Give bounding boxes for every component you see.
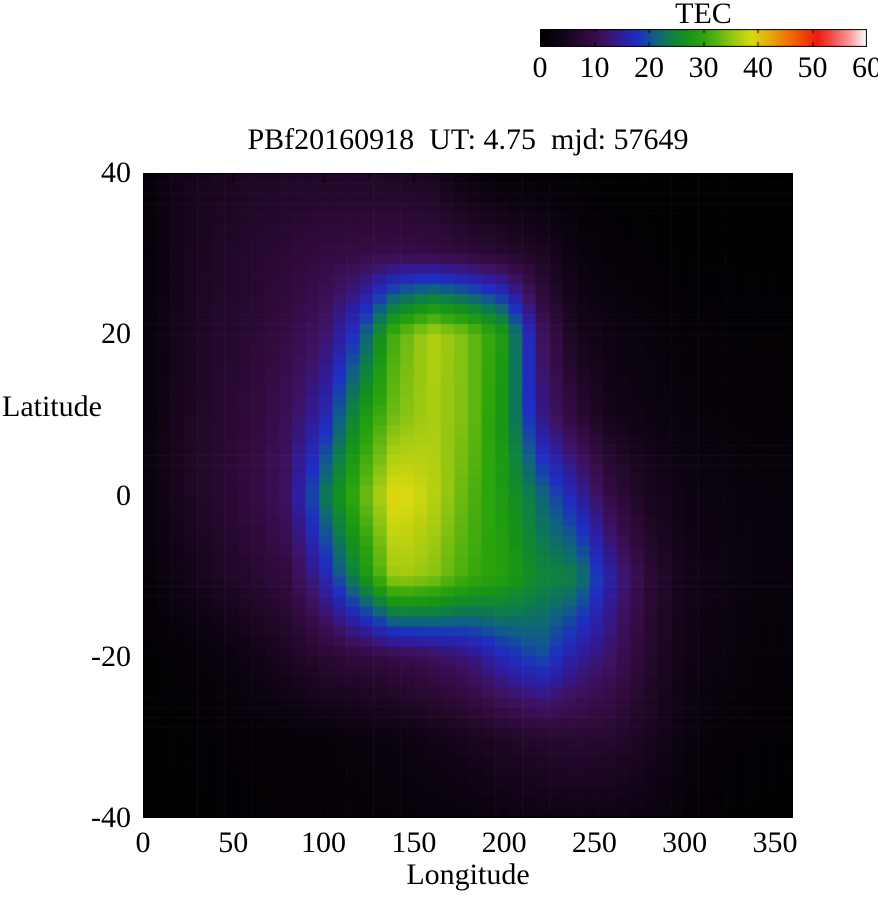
colorbar-tick-label: 60 — [852, 51, 878, 84]
x-tick-label: 200 — [481, 826, 527, 859]
colorbar-tick-label: 10 — [579, 51, 610, 84]
x-tick-label: 50 — [218, 826, 249, 859]
x-tick-label: 300 — [662, 826, 708, 859]
x-tick-label: 0 — [135, 826, 151, 859]
y-tick-label: -20 — [91, 639, 131, 673]
colorbar-tick-label: 50 — [797, 51, 828, 84]
heatmap-canvas — [143, 173, 793, 818]
x-tick-label: 150 — [391, 826, 437, 859]
colorbar-tick-label: 40 — [743, 51, 773, 84]
x-axis-label: Longitude — [406, 858, 530, 891]
x-tick-label: 100 — [301, 826, 347, 859]
colorbar-gradient — [540, 29, 867, 47]
y-tick-label: -40 — [91, 801, 131, 834]
colorbar-title: TEC — [675, 0, 732, 30]
plot-title: PBf20160918 UT: 4.75 mjd: 57649 — [247, 123, 689, 156]
x-tick-label: 250 — [571, 826, 617, 859]
y-tick-label: 0 — [116, 478, 131, 512]
y-tick-label: 20 — [101, 317, 131, 351]
colorbar-tick-label: 0 — [532, 51, 548, 84]
colorbar-tick-label: 30 — [688, 51, 719, 84]
colorbar-tick-label: 20 — [634, 51, 664, 84]
y-axis-label: Latitude — [2, 390, 102, 423]
y-tick-label: 40 — [101, 156, 131, 189]
x-tick-label: 350 — [752, 826, 798, 859]
